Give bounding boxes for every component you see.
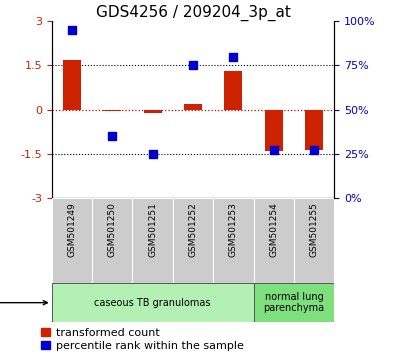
Point xyxy=(311,148,317,153)
Bar xyxy=(305,110,323,149)
Bar xyxy=(63,59,81,110)
Bar xyxy=(224,72,242,110)
Bar xyxy=(52,198,92,283)
Text: GSM501252: GSM501252 xyxy=(189,202,197,257)
Point xyxy=(109,133,115,139)
Bar xyxy=(133,198,173,283)
Text: GSM501255: GSM501255 xyxy=(310,202,319,257)
Point xyxy=(190,63,196,68)
Text: normal lung
parenchyma: normal lung parenchyma xyxy=(263,292,324,314)
Text: GSM501250: GSM501250 xyxy=(108,202,117,257)
Bar xyxy=(294,198,334,283)
Bar xyxy=(265,110,283,151)
Point xyxy=(271,148,277,153)
Text: caseous TB granulomas: caseous TB granulomas xyxy=(94,298,211,308)
Text: GSM501253: GSM501253 xyxy=(229,202,238,257)
Legend: transformed count, percentile rank within the sample: transformed count, percentile rank withi… xyxy=(41,328,244,351)
Bar xyxy=(184,104,202,110)
Text: GSM501249: GSM501249 xyxy=(67,202,76,257)
Bar xyxy=(92,198,133,283)
Bar xyxy=(52,283,254,322)
Point xyxy=(150,151,156,157)
Point xyxy=(69,27,75,33)
Bar xyxy=(213,198,254,283)
Bar xyxy=(173,198,213,283)
Bar xyxy=(144,110,162,113)
Title: GDS4256 / 209204_3p_at: GDS4256 / 209204_3p_at xyxy=(96,5,291,21)
Bar xyxy=(254,198,294,283)
Text: GSM501251: GSM501251 xyxy=(148,202,157,257)
Bar xyxy=(254,283,334,322)
Bar xyxy=(103,110,121,111)
Text: GSM501254: GSM501254 xyxy=(269,202,278,257)
Text: cell type: cell type xyxy=(0,298,47,308)
Point xyxy=(230,54,236,59)
